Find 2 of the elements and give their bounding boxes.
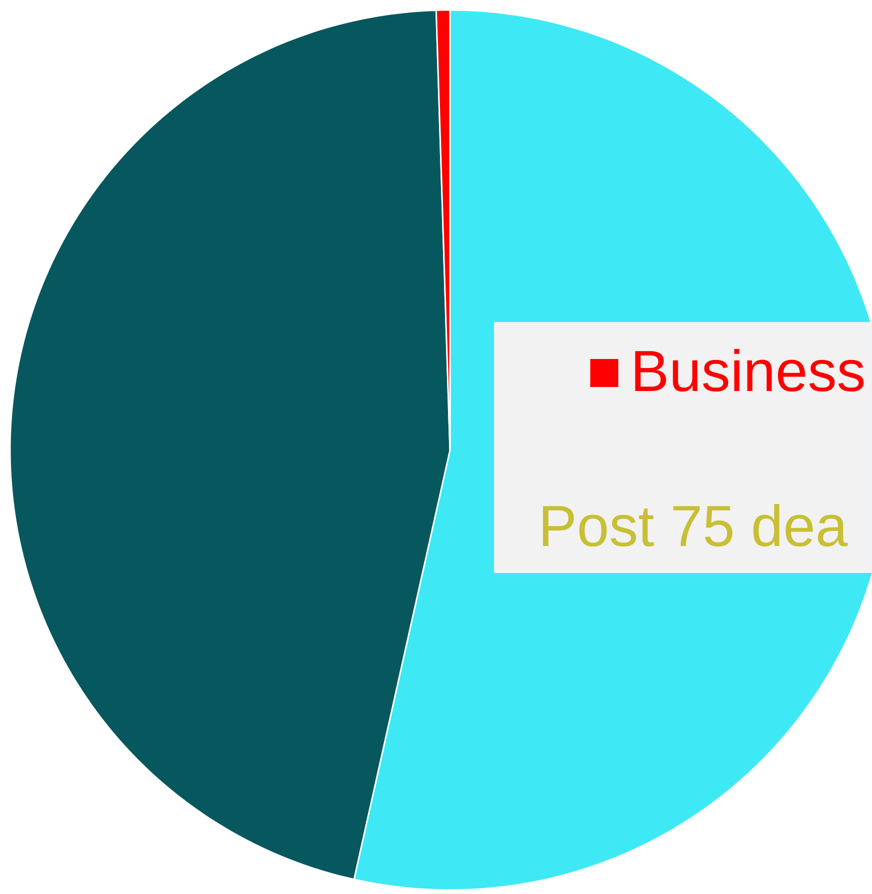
legend-label: Business <box>635 348 864 392</box>
text: Post 75 dea <box>542 504 848 547</box>
